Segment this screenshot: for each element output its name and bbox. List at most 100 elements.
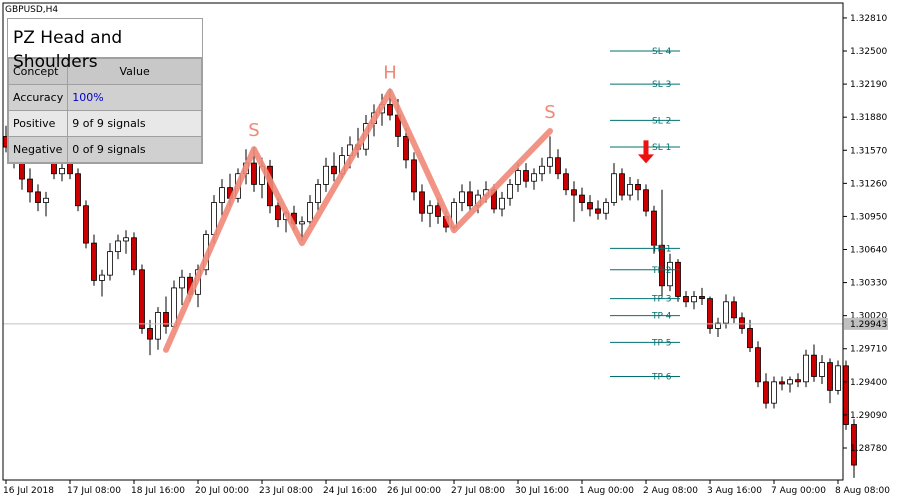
candle-body [75, 173, 81, 207]
candles-layer [3, 88, 857, 478]
candle-body [675, 261, 681, 297]
x-tick-label: 27 Jul 08:00 [451, 486, 505, 496]
candle-body [555, 157, 561, 175]
candle-body [251, 162, 257, 185]
candle-body [683, 296, 689, 303]
candle [163, 296, 169, 334]
x-tick-label: 16 Jul 2018 [3, 486, 54, 496]
candle-body [523, 170, 529, 182]
candle-body [819, 362, 825, 377]
candle [75, 168, 81, 212]
candle-body [35, 191, 41, 203]
candle [795, 373, 801, 388]
candle-body [547, 157, 553, 167]
candle [539, 157, 545, 182]
candle [811, 344, 817, 382]
row-concept: Positive [7, 110, 69, 137]
candle-body [835, 365, 841, 391]
candle [27, 168, 33, 203]
candle-body [275, 205, 281, 221]
level-line: TP 6 [610, 372, 680, 382]
candle [115, 234, 121, 260]
candle [131, 232, 137, 276]
candle-body [603, 202, 609, 214]
table-row: Accuracy 100% [7, 84, 202, 111]
x-tick-label: 20 Jul 00:00 [195, 486, 249, 496]
x-tick-label: 7 Aug 00:00 [771, 486, 826, 496]
x-tick-label: 8 Aug 08:00 [835, 486, 890, 496]
level-line: TP 3 [610, 295, 680, 305]
candle [603, 198, 609, 220]
candle-body [707, 298, 713, 329]
candle-body [315, 184, 321, 203]
candle [747, 319, 753, 352]
y-tick-label: 1.30950 [850, 212, 887, 222]
candle [315, 179, 321, 212]
candle-body [763, 381, 769, 404]
candle-body [811, 354, 817, 377]
candle-body [299, 221, 305, 225]
table-row: Negative 0 of 9 signals [7, 136, 202, 163]
candle [595, 200, 601, 220]
info-panel: PZ Head and Shoulders Concept Value Accu… [7, 18, 203, 164]
level-label: TP 5 [651, 338, 672, 348]
pattern-label-head: H [383, 63, 397, 84]
candle [739, 312, 745, 334]
candle [587, 195, 593, 217]
value-header: Value [67, 58, 202, 85]
candle-body [83, 205, 89, 244]
row-concept: Negative [7, 136, 69, 163]
price-tag-box [844, 317, 888, 330]
pattern-label-left-shoulder: S [248, 120, 259, 141]
level-label: TP 6 [651, 372, 672, 382]
y-tick-label: 1.29710 [850, 345, 887, 355]
candle-body [747, 328, 753, 349]
candle-body [691, 296, 697, 303]
x-tick-label: 3 Aug 16:00 [707, 486, 762, 496]
plot-frame [2, 2, 844, 481]
candle [179, 269, 185, 305]
candle [555, 149, 561, 180]
axes-layer: 1.32810 1.32500 1.32190 1.31880 1.31570 1.312… [2, 2, 890, 496]
candle [731, 296, 737, 324]
candle-body [803, 354, 809, 383]
candle-body [427, 205, 433, 214]
concept-header: Concept [7, 58, 69, 85]
candle-body [595, 208, 601, 214]
candle [763, 373, 769, 409]
candle [563, 168, 569, 196]
candle [139, 264, 145, 334]
level-line: SL 3 [610, 80, 680, 90]
level-line: TP 1 [610, 244, 680, 254]
y-tick-label: 1.31880 [850, 113, 887, 123]
candle [659, 189, 665, 297]
candle [411, 152, 417, 201]
candle-body [659, 244, 665, 287]
candle-body [123, 237, 129, 242]
candle-body [531, 173, 537, 182]
candle-body [699, 296, 705, 299]
candle-body [619, 173, 625, 196]
x-tick-label: 24 Jul 16:00 [323, 486, 377, 496]
candle [427, 200, 433, 228]
candle [715, 317, 721, 338]
candle-body [331, 165, 337, 175]
candle-body [459, 191, 465, 203]
row-value: 100% [67, 84, 202, 111]
candle [307, 195, 313, 228]
candle-body [651, 210, 657, 246]
candle [787, 376, 793, 393]
candle-body [323, 165, 329, 185]
candle-body [107, 251, 113, 276]
candle [35, 184, 41, 212]
head-and-shoulders-pattern: S H S [163, 63, 556, 353]
candle-body [667, 261, 673, 287]
level-label: SL 4 [652, 47, 672, 57]
candle-body [387, 103, 393, 116]
candle-body [147, 328, 153, 340]
candle-body [611, 173, 617, 203]
candle-body [99, 274, 105, 281]
down-arrow-icon [638, 140, 654, 164]
x-tick-label: 1 Aug 00:00 [579, 486, 634, 496]
candle [723, 294, 729, 329]
